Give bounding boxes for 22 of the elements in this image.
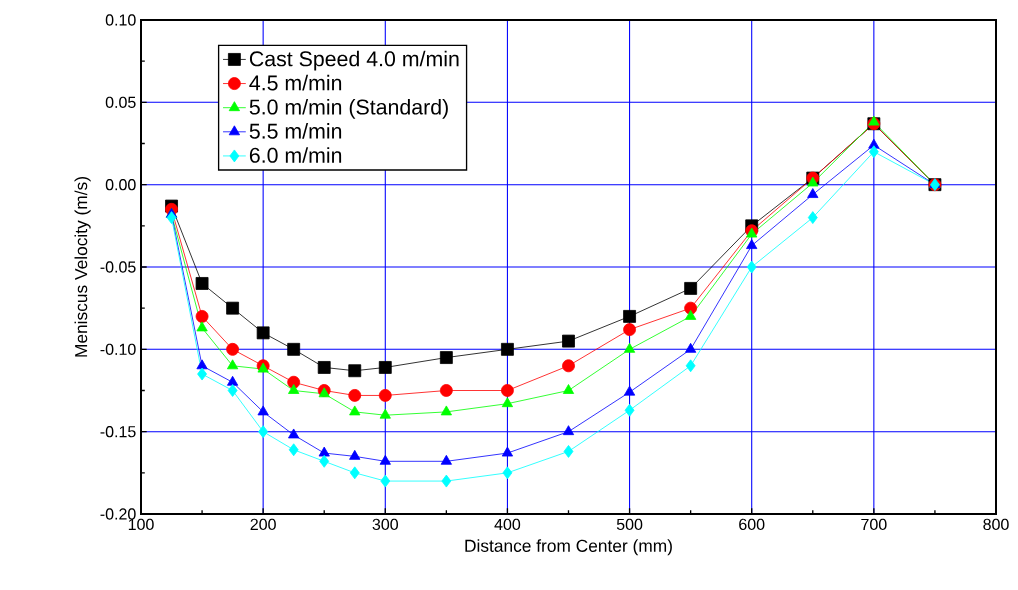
legend-label: 4.5 m/min bbox=[249, 74, 342, 91]
x-tick-label: 300 bbox=[372, 518, 399, 531]
y-axis-title: Meniscus Velocity (m/s) bbox=[74, 177, 91, 357]
x-tick-label: 200 bbox=[250, 518, 276, 531]
y-tick-label: -0.15 bbox=[100, 426, 136, 438]
x-tick-label: 800 bbox=[983, 518, 1009, 531]
y-tick-label: -0.10 bbox=[100, 343, 136, 355]
y-tick-label: 0.10 bbox=[105, 14, 136, 26]
legend-label: 6.0 m/min bbox=[249, 147, 342, 163]
y-tick-label: -0.05 bbox=[100, 261, 136, 273]
x-tick-label: 700 bbox=[861, 518, 887, 531]
legend-label: 5.5 m/min bbox=[249, 123, 342, 139]
legend-label: Cast Speed 4.0 m/min bbox=[249, 50, 459, 71]
x-axis-title: Distance from Center (mm) bbox=[465, 539, 672, 556]
y-tick-label: 0.00 bbox=[105, 179, 136, 191]
legend-label: 5.0 m/min (Standard) bbox=[249, 98, 448, 119]
x-tick-label: 400 bbox=[494, 518, 521, 531]
y-tick-label: -0.20 bbox=[100, 508, 136, 520]
y-tick-label: 0.05 bbox=[105, 96, 136, 108]
x-tick-label: 500 bbox=[616, 518, 643, 531]
x-tick-label: 100 bbox=[128, 518, 154, 531]
x-tick-label: 600 bbox=[739, 518, 765, 531]
